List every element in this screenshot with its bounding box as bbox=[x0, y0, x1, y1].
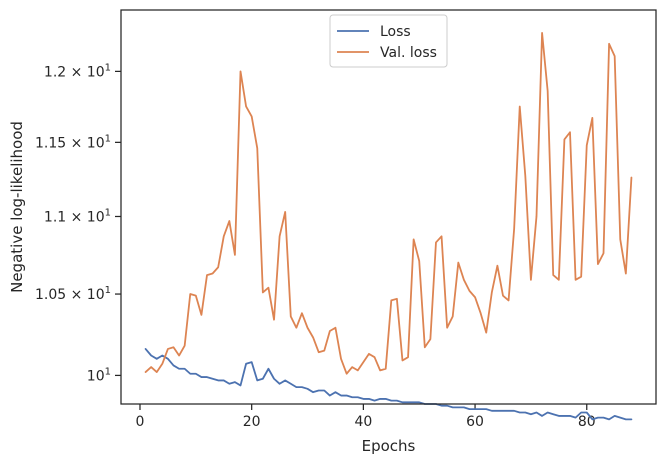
legend-label-loss: Loss bbox=[380, 24, 411, 40]
x-tick-label: 80 bbox=[578, 414, 596, 430]
x-tick-label: 0 bbox=[136, 414, 145, 430]
y-tick-label: 101 bbox=[87, 366, 111, 384]
series-line-loss bbox=[144, 348, 633, 421]
x-tick-label: 40 bbox=[354, 414, 372, 430]
y-tick-label: 1.2 × 101 bbox=[44, 62, 111, 80]
legend-label-val-loss: Val. loss bbox=[380, 45, 437, 61]
series-layer bbox=[144, 32, 633, 421]
legend: Loss Val. loss bbox=[329, 14, 448, 68]
series-line-val-loss bbox=[144, 32, 633, 375]
x-tick-label: 60 bbox=[466, 414, 484, 430]
y-axis: 101 1.05 × 101 1.1 × 101 1.15 × 101 1.2 × 10… bbox=[35, 62, 121, 384]
x-axis: 0 20 40 60 80 bbox=[136, 404, 596, 430]
x-tick-label: 20 bbox=[243, 414, 261, 430]
x-axis-label: Epochs bbox=[362, 437, 416, 455]
y-axis-label: Negative log-likelihood bbox=[8, 121, 26, 293]
legend-box bbox=[329, 14, 448, 68]
plot-frame bbox=[120, 9, 657, 405]
y-tick-label: 1.05 × 101 bbox=[35, 285, 111, 303]
y-tick-label: 1.1 × 101 bbox=[44, 207, 111, 225]
y-tick-label: 1.15 × 101 bbox=[35, 133, 111, 151]
